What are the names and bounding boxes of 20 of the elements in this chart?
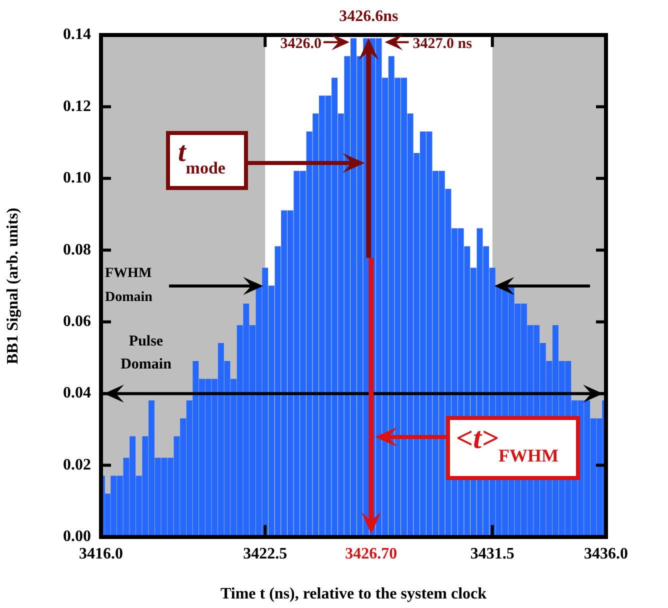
ref-line-label: Pulse Domain	[120, 334, 172, 373]
y-tick-label: 0.04	[63, 384, 91, 402]
y-axis-title: BB1 Signal (arb. units)	[4, 208, 22, 364]
y-tick-label: 0.00	[63, 528, 91, 546]
y-tick-label: 0.10	[63, 170, 91, 187]
annotation: FWHM Domain	[105, 266, 153, 305]
y-tick-label: 0.02	[63, 456, 91, 474]
y-tick-label: 0.06	[63, 313, 91, 330]
y-tick-label: 0.14	[63, 26, 91, 44]
x-tick-label: 3431.5	[470, 546, 514, 563]
annotation: 3426.6ns	[339, 8, 398, 25]
x-tick-label: 3422.5	[243, 546, 288, 563]
x-axis-title: Time t (ns), relative to the system clock	[220, 586, 487, 603]
x-tick-label: 3416.0	[79, 546, 123, 563]
x-tick-label: 3426.70	[345, 546, 398, 563]
y-tick-label: 0.12	[63, 98, 91, 115]
y-tick-label: 0.08	[63, 241, 91, 258]
annotation: 3426.0	[280, 36, 322, 52]
annotation: 3427.0 ns	[412, 36, 472, 52]
x-tick-label: 3436.0	[584, 546, 628, 563]
